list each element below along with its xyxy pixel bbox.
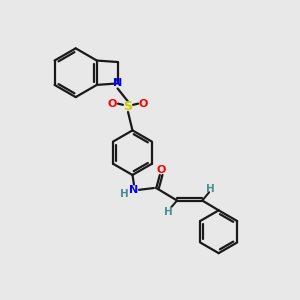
Text: O: O: [139, 99, 148, 109]
Text: S: S: [124, 100, 133, 113]
Text: O: O: [108, 99, 117, 109]
Text: N: N: [113, 78, 122, 88]
Text: H: H: [164, 207, 173, 217]
Text: H: H: [206, 184, 215, 194]
Text: H: H: [120, 189, 129, 199]
Text: O: O: [157, 165, 166, 175]
Text: N: N: [129, 185, 139, 195]
